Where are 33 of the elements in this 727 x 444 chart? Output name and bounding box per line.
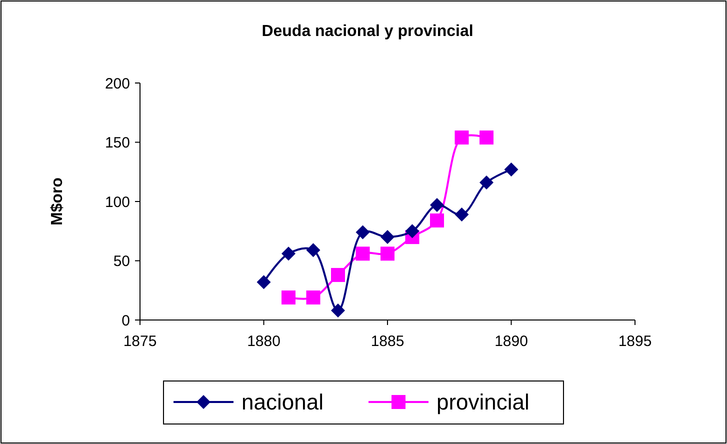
point	[356, 246, 370, 261]
point	[380, 230, 394, 244]
y-tick-label: 100	[104, 194, 130, 211]
y-tick-label: 200	[104, 75, 130, 92]
x-tick-label: 1885	[370, 333, 404, 350]
legend-label: nacional	[242, 390, 324, 415]
x-tick-label: 1880	[247, 333, 280, 350]
point	[430, 198, 444, 212]
point	[282, 246, 296, 261]
point	[331, 304, 345, 318]
point	[454, 130, 469, 145]
x-tick-label: 1875	[123, 333, 157, 350]
point	[356, 225, 370, 240]
y-tick-label: 0	[122, 312, 130, 330]
point	[380, 246, 394, 261]
point	[504, 162, 518, 177]
point	[480, 176, 494, 190]
point	[480, 130, 494, 145]
point	[430, 213, 444, 228]
point	[405, 224, 420, 238]
point	[306, 243, 320, 258]
legend-label: provincial	[436, 390, 530, 415]
y-axis-title: M$oro	[49, 177, 66, 226]
point	[331, 268, 345, 282]
y-tick-label: 50	[113, 253, 130, 270]
y-tick-label: 150	[104, 134, 130, 152]
point	[256, 275, 271, 290]
x-tick-label: 1895	[618, 333, 652, 350]
point	[454, 208, 469, 222]
point	[306, 290, 320, 304]
x-tick-label: 1890	[494, 333, 528, 350]
point	[282, 290, 296, 304]
chart-title: Deuda nacional y provincial	[262, 23, 474, 40]
